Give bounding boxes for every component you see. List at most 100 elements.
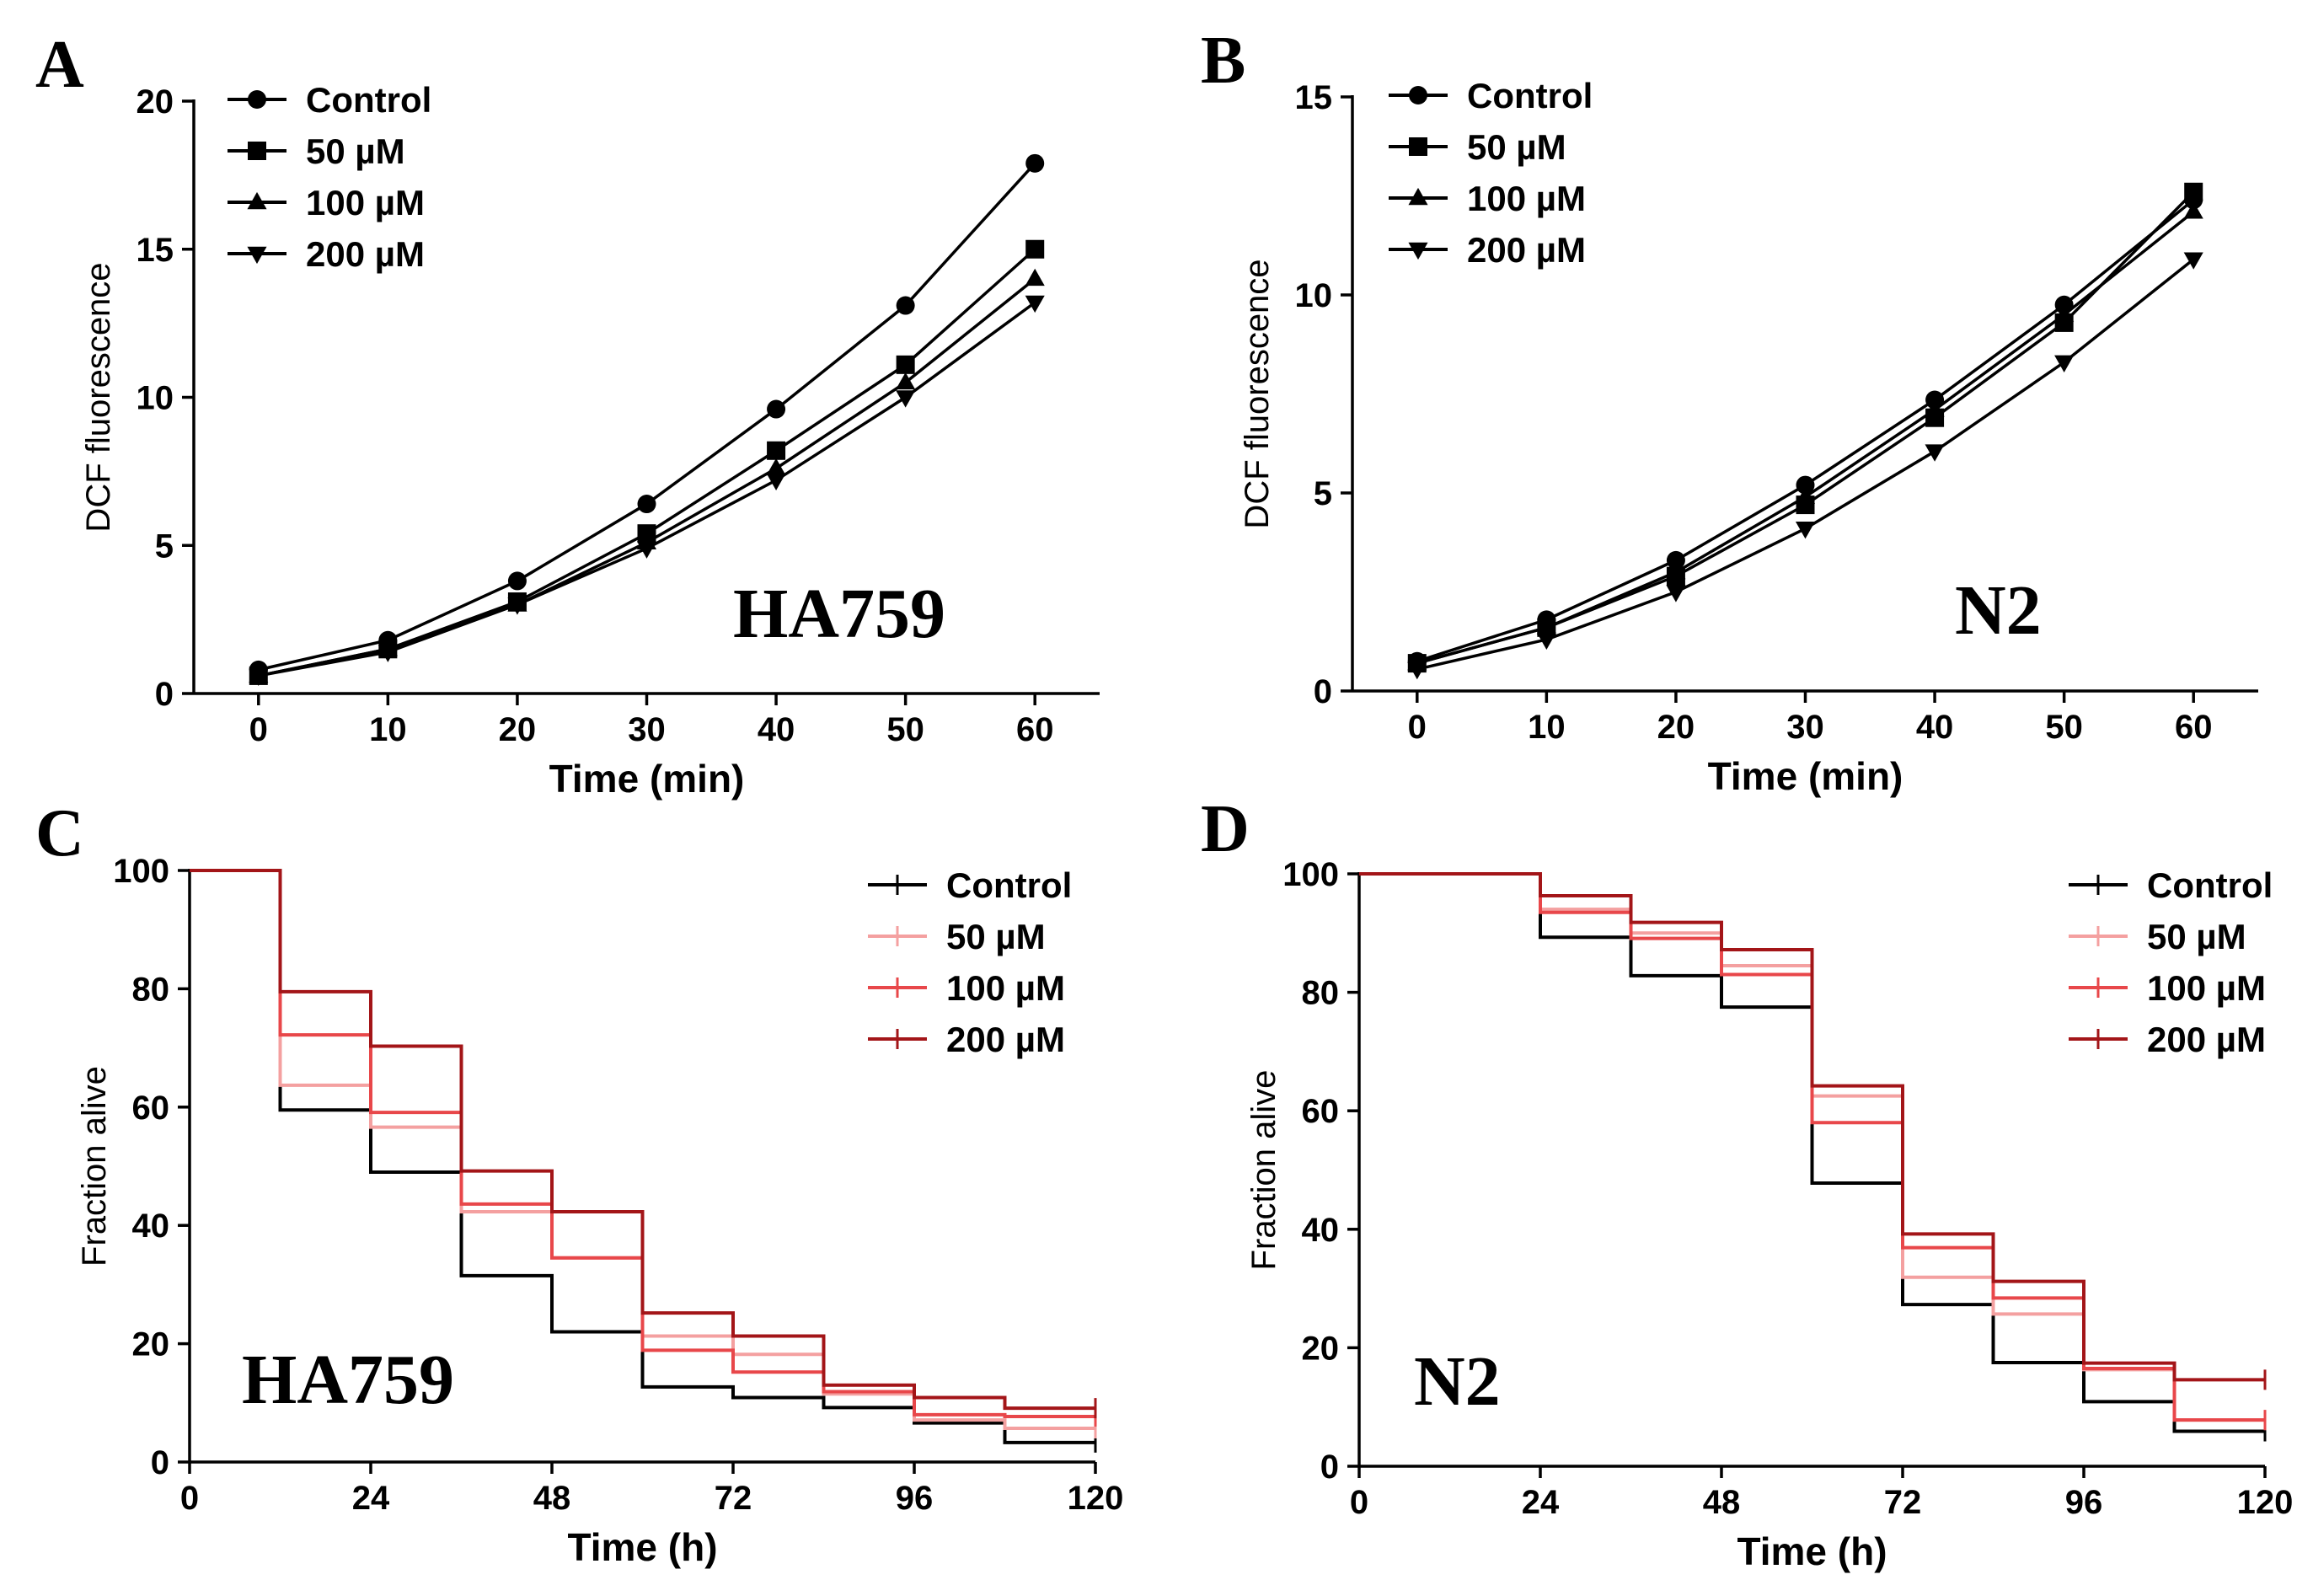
y-tick-label: 0 — [1314, 673, 1332, 710]
legend-label: Control — [2147, 865, 2273, 905]
legend-label: Control — [946, 865, 1072, 905]
y-tick-label: 80 — [132, 971, 170, 1008]
data-point — [637, 495, 656, 514]
legend-label: Control — [306, 80, 431, 120]
x-tick-label: 96 — [2065, 1484, 2103, 1521]
data-point — [896, 390, 916, 408]
legend-marker — [1408, 187, 1428, 206]
x-tick-label: 20 — [499, 711, 537, 748]
x-tick-label: 96 — [896, 1480, 934, 1517]
series-4 — [190, 869, 1097, 1419]
data-point — [1925, 399, 1945, 417]
data-point — [1025, 268, 1045, 287]
legend-label: 100 µM — [1467, 179, 1586, 218]
x-axis-title: Time (h) — [1737, 1529, 1887, 1573]
x-axis-title: Time (min) — [549, 757, 745, 801]
panel-letter: C — [35, 796, 84, 870]
panel-letter: A — [35, 28, 84, 102]
data-point — [1795, 486, 1816, 504]
data-point — [766, 458, 786, 476]
data-point — [1025, 239, 1045, 259]
legend: Control 50 µM 100 µM 200 µM — [228, 80, 431, 274]
x-axis-title: Time (min) — [1708, 754, 1903, 798]
legend-label: 50 µM — [1467, 127, 1566, 167]
legend-label: 200 µM — [946, 1020, 1065, 1059]
x-tick-label: 48 — [533, 1480, 571, 1517]
cell-line-label: HA759 — [733, 575, 945, 653]
y-axis-title: Fraction alive — [1245, 1070, 1282, 1271]
x-tick-label: 120 — [1068, 1480, 1124, 1517]
data-point — [507, 571, 527, 591]
survival-step-line — [190, 869, 1095, 1411]
data-point — [767, 441, 786, 460]
y-tick-label: 15 — [1295, 79, 1333, 116]
panel-b: B 0 5 10 15 0 10 20 30 40 50 60 Time (min) DCF fluore… — [1201, 24, 2258, 798]
x-axis-title: Time (h) — [567, 1525, 717, 1569]
x-tick-label: 60 — [2175, 709, 2213, 746]
x-tick-label: 72 — [1884, 1484, 1922, 1521]
series-3 — [1407, 201, 2203, 671]
legend-marker — [1409, 86, 1427, 104]
x-tick-label: 50 — [2045, 709, 2083, 746]
data-point — [1025, 153, 1045, 173]
legend-marker — [1408, 242, 1428, 260]
legend-label: 50 µM — [2147, 917, 2246, 956]
legend-label: 100 µM — [306, 183, 425, 222]
x-tick-label: 0 — [1350, 1484, 1368, 1521]
x-tick-label: 10 — [1528, 709, 1566, 746]
survival-step-line — [1359, 872, 2265, 1382]
y-tick-label: 10 — [137, 380, 174, 417]
legend-label: 100 µM — [946, 968, 1065, 1008]
panel-a: A 0 5 10 15 20 0 10 20 30 40 50 60 Time (min) DCF fluo… — [35, 28, 1100, 801]
y-tick-label: 40 — [1302, 1212, 1340, 1249]
legend: Control 50 µM 100 µM 200 µM — [2069, 865, 2273, 1059]
data-point — [1536, 632, 1556, 650]
data-point — [2184, 182, 2203, 201]
y-tick-label: 100 — [1282, 856, 1339, 893]
survival-step-line — [1359, 872, 2265, 1433]
data-point — [507, 597, 527, 615]
data-point — [1666, 585, 1686, 603]
legend-marker — [248, 142, 266, 160]
legend-marker — [247, 246, 267, 265]
data-point — [896, 355, 915, 374]
data-point — [1666, 561, 1686, 580]
data-point — [636, 541, 657, 559]
legend: Control 50 µM 100 µM 200 µM — [1389, 76, 1593, 270]
x-tick-label: 120 — [2237, 1484, 2294, 1521]
y-tick-label: 5 — [155, 528, 174, 565]
survival-step-line — [1359, 872, 2265, 1422]
data-point — [2183, 201, 2203, 219]
data-point — [1796, 475, 1815, 495]
x-tick-label: 72 — [715, 1480, 752, 1517]
y-tick-label: 60 — [132, 1090, 170, 1127]
y-axis-title: DCF fluorescence — [1239, 259, 1276, 528]
legend-label: 200 µM — [306, 234, 425, 274]
x-tick-label: 10 — [369, 711, 407, 748]
y-tick-label: 0 — [1320, 1449, 1339, 1486]
cell-line-label: N2 — [1955, 571, 2042, 650]
panel-c: C 0 20 40 60 80 100 0 24 48 72 96 120 Time (h) Fractio… — [35, 796, 1123, 1569]
legend-marker — [248, 90, 266, 109]
legend-label: 100 µM — [2147, 968, 2266, 1008]
legend-label: Control — [1467, 76, 1593, 115]
y-axis-title: Fraction alive — [76, 1066, 113, 1267]
x-tick-label: 40 — [1916, 709, 1954, 746]
y-tick-label: 10 — [1295, 277, 1333, 314]
panel-d: D 0 20 40 60 80 100 0 24 48 72 96 120 Time (h) Fractio… — [1201, 792, 2293, 1573]
data-point — [767, 399, 786, 419]
cell-line-label: N2 — [1414, 1342, 1501, 1421]
y-tick-label: 0 — [155, 676, 174, 713]
y-tick-label: 5 — [1314, 475, 1332, 512]
y-axis-title: DCF fluorescence — [80, 262, 117, 532]
y-tick-label: 40 — [132, 1208, 170, 1245]
panel-letter: B — [1201, 24, 1245, 98]
series-4 — [249, 295, 1045, 687]
cell-line-label: HA759 — [242, 1341, 454, 1419]
data-point — [1536, 617, 1556, 635]
data-point — [1666, 550, 1685, 570]
y-tick-label: 20 — [1302, 1330, 1340, 1367]
data-point — [1025, 295, 1045, 313]
data-point — [2183, 252, 2203, 270]
x-tick-label: 20 — [1657, 709, 1695, 746]
